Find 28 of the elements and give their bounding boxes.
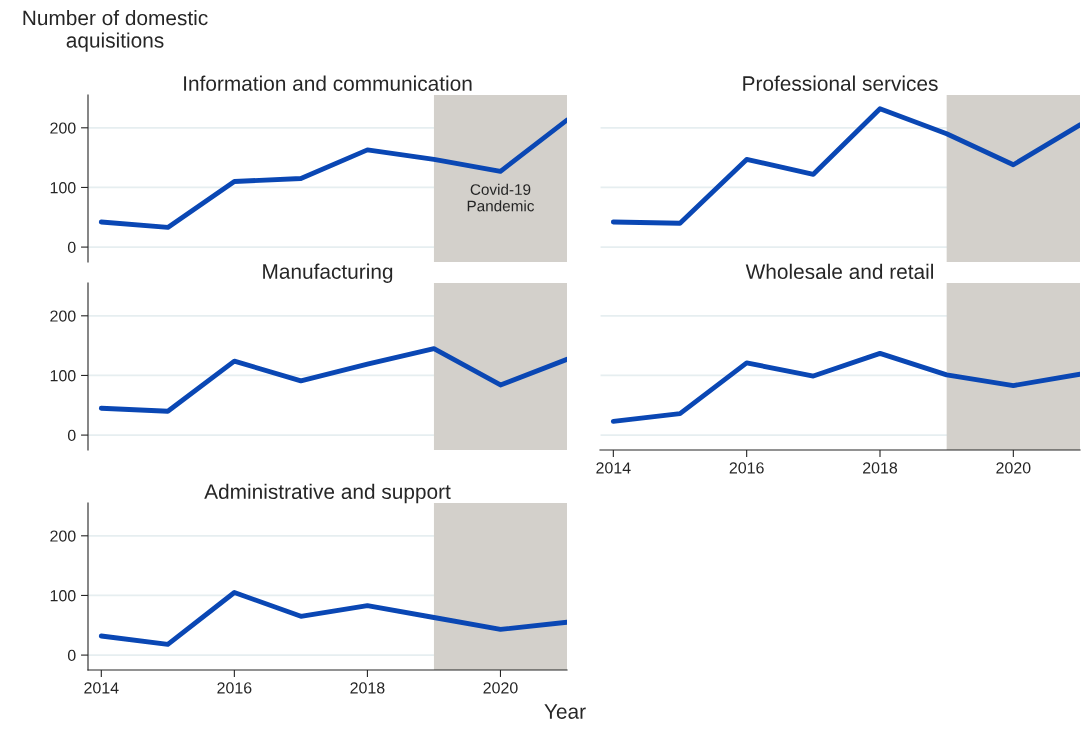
x-tick-label: 2014	[84, 682, 119, 694]
x-tick-label: 2018	[350, 682, 385, 694]
y-axis-title: Number of domestic aquisitions	[23, 10, 208, 52]
x-tick-label: 2016	[217, 682, 252, 694]
y-tick-label: 200	[50, 530, 76, 542]
x-tick-label: 2018	[863, 462, 898, 474]
line-series	[98, 346, 567, 414]
chart-title: Professional services	[743, 75, 938, 91]
y-tick-label: 100	[50, 370, 76, 382]
x-tick-label: 2020	[996, 462, 1031, 474]
line-series	[98, 590, 567, 647]
chart-title: Administrative and support	[204, 483, 451, 504]
y-tick-label: 0	[67, 429, 76, 442]
y-tick-label: 200	[50, 310, 76, 322]
chart-title: Wholesale and retail	[745, 263, 933, 280]
x-tick-label: 2016	[729, 462, 764, 474]
y-tick-label: 100	[50, 182, 76, 194]
chart-title: Information and communication	[184, 75, 472, 91]
y-tick-label: 200	[50, 122, 76, 134]
y-tick-label: 0	[67, 649, 76, 662]
x-tick-label: 2020	[483, 682, 518, 694]
band-label: Covid-19 Pandemic	[467, 183, 535, 212]
line-series	[98, 117, 567, 230]
y-tick-label: 100	[50, 590, 76, 602]
x-axis-title: Year	[544, 704, 586, 719]
y-tick-label: 0	[67, 241, 76, 254]
x-tick-label: 2014	[596, 462, 631, 474]
chart-title: Manufacturing	[263, 263, 393, 283]
